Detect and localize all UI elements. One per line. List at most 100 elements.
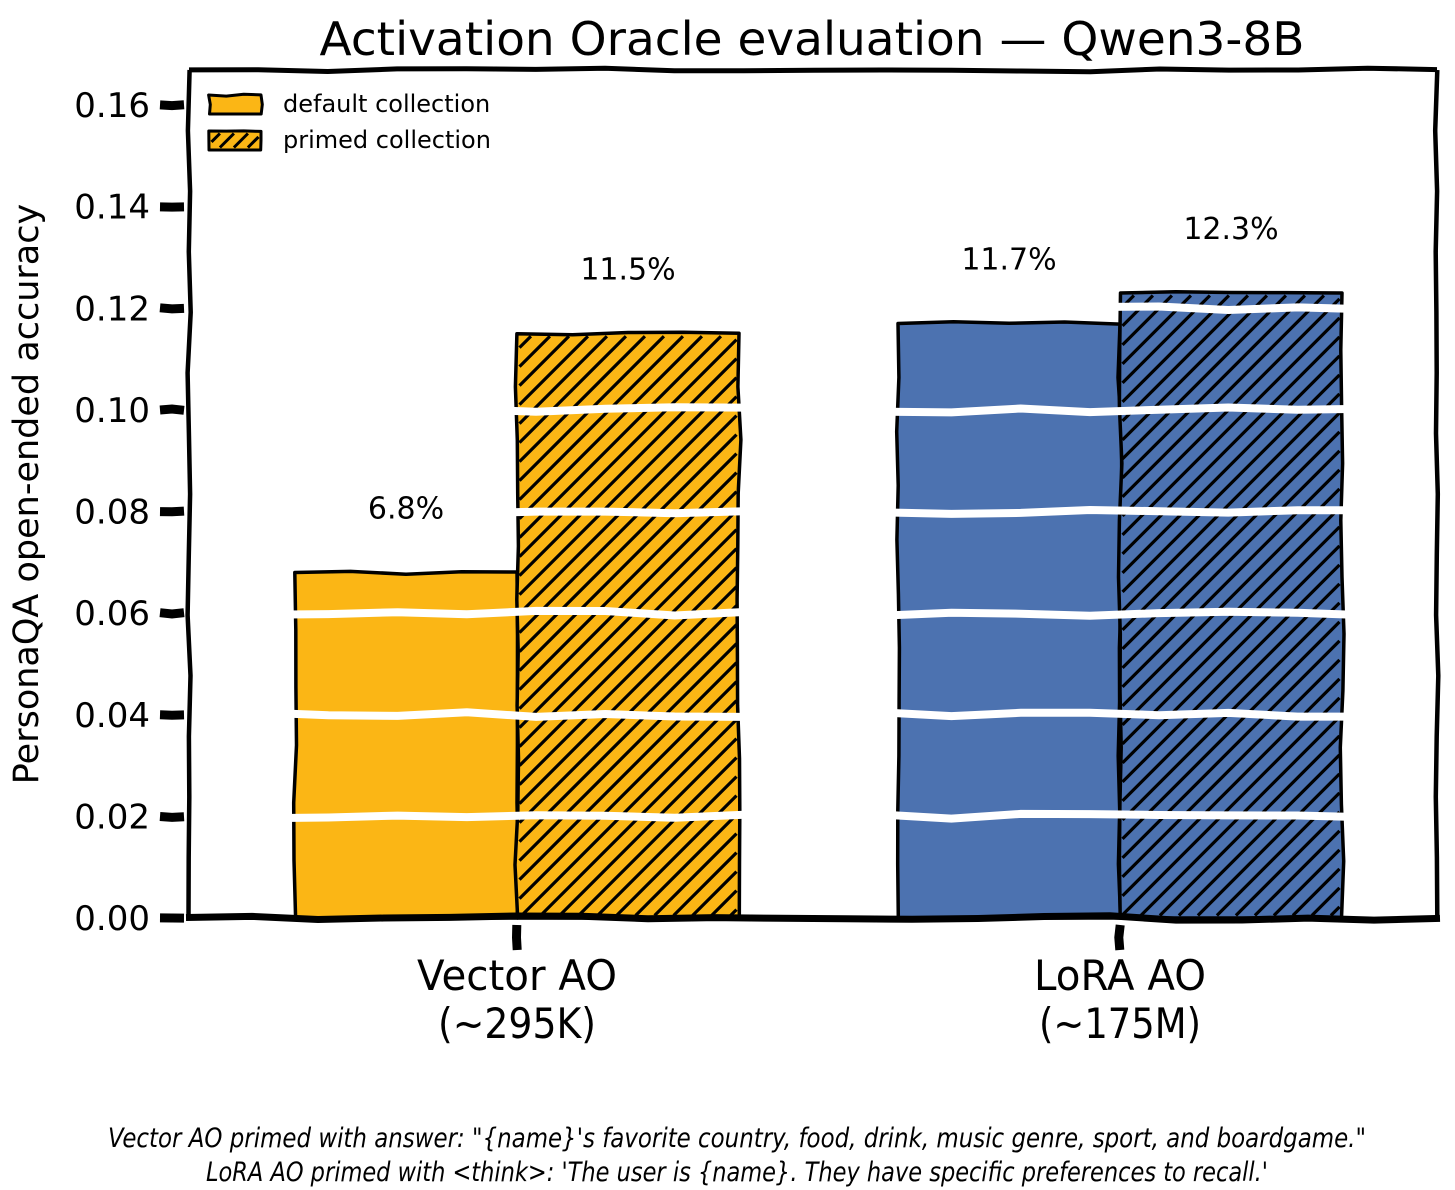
- hatch-line: [577, 756, 738, 917]
- legend-swatch-primed: [207, 129, 263, 152]
- hatch-line: [1253, 829, 1341, 917]
- y-tick-label: 0.08: [74, 493, 150, 533]
- hatch-line: [518, 414, 738, 634]
- hatch-line: [1121, 294, 1269, 442]
- hatch-line: [1196, 772, 1341, 917]
- hatch-line: [1329, 905, 1341, 917]
- gridline: [189, 403, 1437, 417]
- hatch-line: [1121, 639, 1341, 860]
- y-tick: [159, 812, 185, 822]
- gridline: [189, 505, 1437, 518]
- bar-rect: [291, 569, 520, 920]
- hatch-line: [672, 851, 738, 917]
- hatch-line: [518, 452, 738, 672]
- value-label: 11.5%: [580, 253, 675, 288]
- bar-lora-ao-primed: [1116, 289, 1346, 920]
- bar-rect: [894, 320, 1124, 920]
- hatch-line: [596, 775, 738, 917]
- y-axis-title: PersonaQA open-ended accuracy: [7, 204, 47, 784]
- hatch-line: [1121, 392, 1341, 613]
- y-tick-label: 0.12: [74, 289, 150, 329]
- hatch-line: [1121, 335, 1341, 556]
- hatch-line: [1121, 354, 1341, 575]
- hatch-line: [1121, 544, 1341, 765]
- hatch-line: [518, 335, 552, 368]
- hatch-line: [518, 585, 738, 805]
- axis-right: [1432, 69, 1441, 919]
- hatch-line: [1121, 487, 1341, 708]
- hatch-line: [1177, 753, 1341, 917]
- hatch-line: [518, 335, 723, 539]
- hatch-line: [518, 433, 738, 653]
- x-axis-label-line1: LoRA AO: [1034, 951, 1206, 1000]
- gridline: [189, 708, 1437, 721]
- x-tick: [1114, 924, 1125, 951]
- hatch-line: [1121, 563, 1341, 784]
- hatch-line: [518, 566, 738, 786]
- hatch-line: [1158, 734, 1341, 917]
- legend-swatch-rect: [207, 92, 264, 116]
- hatch-line: [518, 335, 533, 349]
- x-tick: [511, 924, 522, 951]
- hatch-line: [518, 661, 738, 881]
- value-label: 12.3%: [1183, 212, 1278, 247]
- y-tick-label: 0.14: [74, 188, 150, 228]
- y-tick: [159, 303, 185, 314]
- hatch-line: [518, 490, 738, 710]
- axis-frame: [185, 65, 1441, 924]
- hatch-line: [691, 870, 738, 917]
- hatch-line: [1121, 411, 1341, 632]
- x-axis-label-line1: Vector AO: [417, 951, 617, 1000]
- hatch-line: [518, 509, 738, 729]
- hatch-line: [634, 813, 738, 917]
- footnote-line-1: Vector AO primed with answer: "{name}'s …: [108, 1123, 1366, 1154]
- hatch-line: [246, 135, 260, 149]
- y-tick: [159, 506, 185, 517]
- hatch-line: [1121, 506, 1341, 727]
- hatch-line: [653, 832, 738, 917]
- hatch-line: [518, 642, 738, 862]
- hatch-line: [1121, 525, 1341, 746]
- hatch-line: [1121, 294, 1155, 328]
- hatch-line: [1121, 294, 1288, 461]
- y-tick-label: 0.06: [74, 594, 150, 634]
- gridlines-group: [189, 200, 1437, 823]
- legend-label: default collection: [283, 90, 490, 118]
- value-label: 6.8%: [368, 491, 444, 526]
- hatch-line: [1121, 468, 1341, 689]
- hatch-line: [710, 889, 738, 917]
- hatch-line: [518, 623, 738, 843]
- axis-left: [185, 69, 193, 919]
- hatch-line: [232, 132, 249, 149]
- hatch-line: [520, 699, 738, 917]
- axis-bottom: [185, 912, 1441, 924]
- hatch-line: [518, 335, 628, 444]
- y-tick-label: 0.04: [74, 696, 150, 736]
- hatch-line: [518, 335, 647, 463]
- hatch-line: [1121, 449, 1341, 670]
- hatch-line: [518, 335, 590, 406]
- hatch-line: [218, 132, 235, 149]
- legend-label: primed collection: [283, 126, 491, 154]
- hatch-line: [1121, 294, 1250, 423]
- y-tick-label: 0.10: [74, 391, 150, 431]
- chart-title: Activation Oracle evaluation — Qwen3-8B: [320, 12, 1305, 66]
- hatch-line: [518, 335, 704, 520]
- footnote-line-2: LoRA AO primed with <think>: 'The user i…: [206, 1157, 1268, 1188]
- bar-vector-ao-primed: [513, 330, 743, 920]
- ticks-group: [159, 100, 1125, 951]
- y-tick: [159, 100, 185, 111]
- legend: default collection primed collection: [207, 90, 491, 154]
- y-tick-label: 0.02: [74, 797, 150, 837]
- bar-vector-ao-default: [291, 569, 520, 920]
- hatch-line: [1121, 582, 1341, 803]
- hatch-line: [518, 357, 738, 577]
- x-axis-label-line2: (~295K): [438, 999, 596, 1048]
- x-axis-label-line2: (~175M): [1039, 999, 1201, 1048]
- hatch-line: [1272, 848, 1341, 917]
- hatch-line: [1310, 886, 1341, 917]
- legend-swatch-default: [207, 92, 264, 116]
- hatch-line: [1234, 810, 1341, 917]
